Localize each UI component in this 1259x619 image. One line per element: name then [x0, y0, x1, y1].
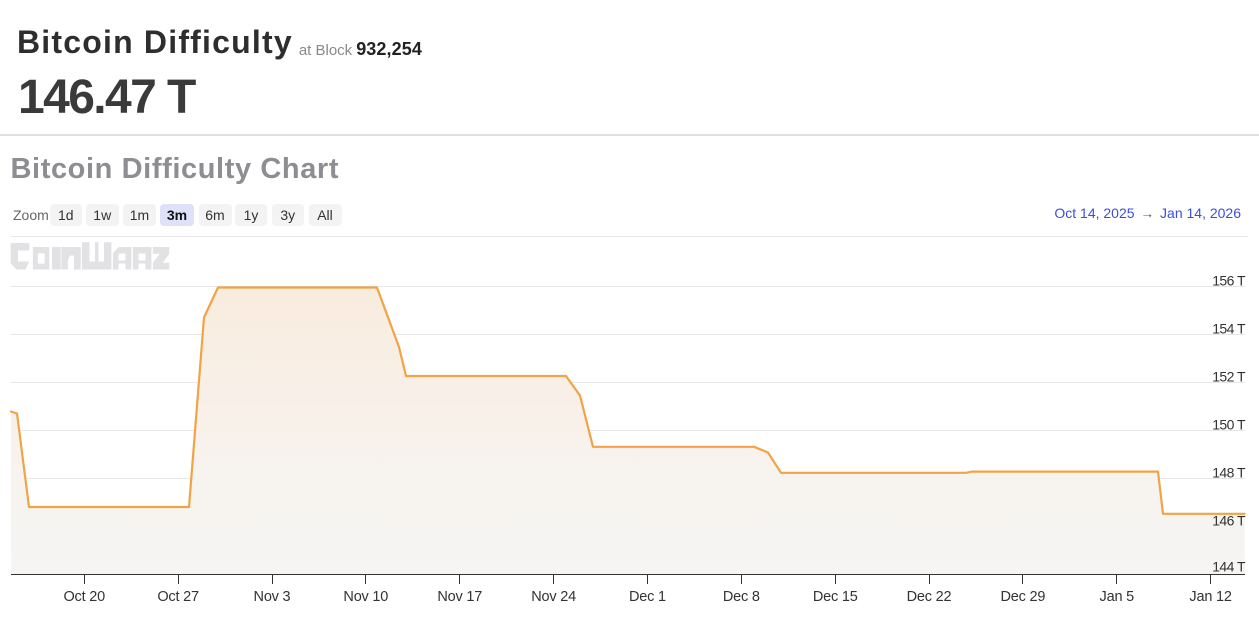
svg-text:Oct 27: Oct 27: [157, 589, 199, 605]
svg-text:154 T: 154 T: [1212, 321, 1246, 337]
svg-text:144 T: 144 T: [1212, 559, 1246, 575]
svg-text:148 T: 148 T: [1212, 465, 1246, 481]
svg-text:Dec 8: Dec 8: [723, 589, 760, 605]
svg-text:Dec 29: Dec 29: [1001, 589, 1046, 605]
svg-text:150 T: 150 T: [1212, 417, 1246, 433]
svg-text:146 T: 146 T: [1212, 513, 1246, 529]
svg-text:Nov 17: Nov 17: [437, 589, 482, 605]
svg-text:Dec 22: Dec 22: [907, 589, 952, 605]
svg-text:Nov 3: Nov 3: [254, 589, 291, 605]
svg-text:Oct 20: Oct 20: [63, 589, 105, 605]
svg-text:156 T: 156 T: [1212, 273, 1246, 289]
svg-text:152 T: 152 T: [1212, 369, 1246, 385]
svg-text:Dec 1: Dec 1: [629, 589, 666, 605]
svg-text:Jan 5: Jan 5: [1100, 589, 1135, 605]
svg-text:Jan 12: Jan 12: [1189, 589, 1231, 605]
svg-text:Dec 15: Dec 15: [813, 589, 858, 605]
svg-text:Nov 24: Nov 24: [531, 589, 576, 605]
svg-text:Nov 10: Nov 10: [343, 589, 388, 605]
